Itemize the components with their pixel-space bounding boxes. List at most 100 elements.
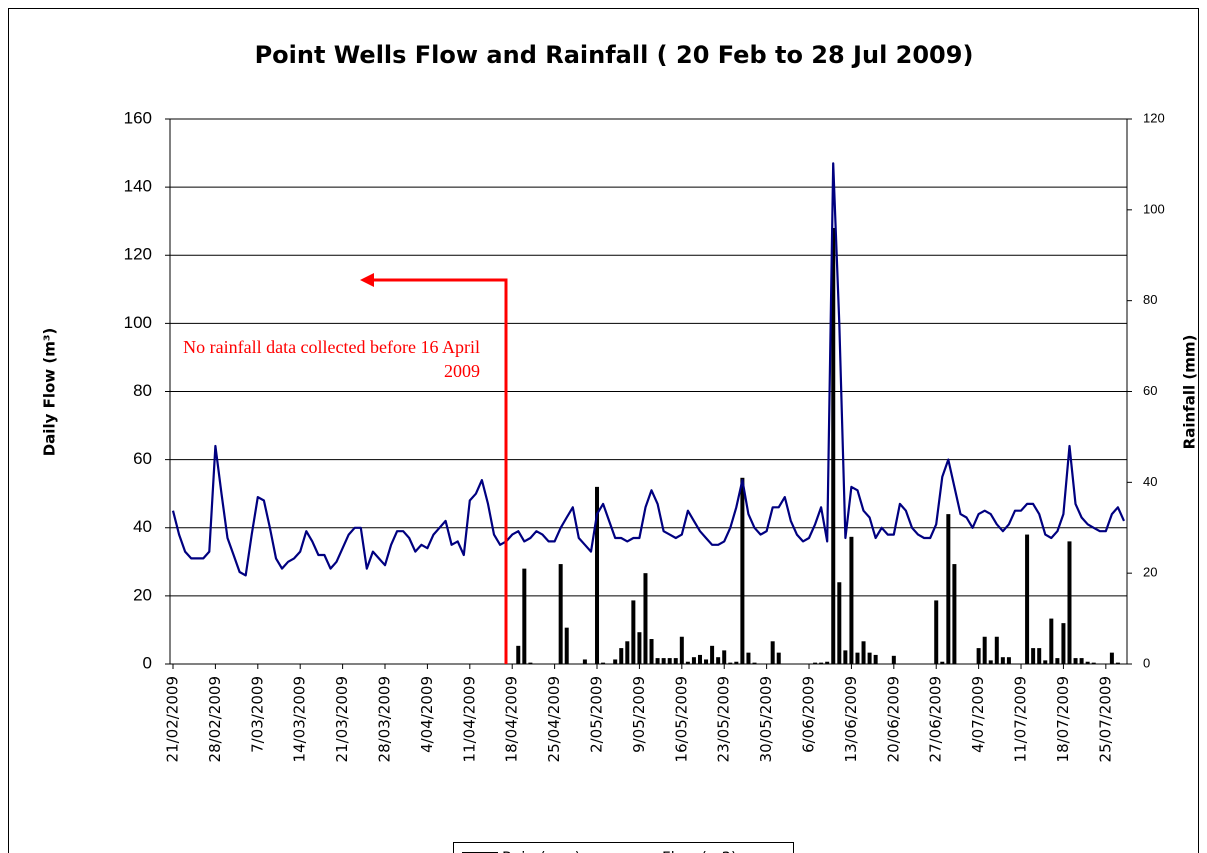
rain-bar	[673, 658, 678, 664]
x-tick-label: 18/04/2009	[503, 676, 521, 762]
rain-bar	[940, 661, 945, 664]
rain-bar	[1043, 660, 1048, 664]
rain-bar	[558, 564, 563, 664]
y-tick-label: 0	[143, 653, 152, 672]
rain-bar	[1115, 662, 1120, 664]
rain-bar	[825, 661, 830, 664]
rain-bar	[716, 657, 721, 664]
x-tick-label: 27/06/2009	[927, 676, 945, 762]
y2-tick-label: 40	[1143, 474, 1157, 489]
rain-bar	[1037, 648, 1042, 664]
rain-bar	[1055, 658, 1060, 664]
legend: Rain (mm) Flow (m3)	[453, 842, 794, 853]
rain-bar	[1109, 652, 1114, 664]
rain-bar	[613, 659, 618, 664]
rain-bar	[831, 228, 836, 664]
y2-axis-title: Rainfall (mm)	[1181, 335, 1199, 450]
rain-bar	[873, 654, 878, 664]
x-tick-label: 2/05/2009	[588, 676, 606, 753]
legend-label: Flow (m3)	[662, 849, 737, 853]
rain-bar	[994, 636, 999, 664]
rain-bar	[704, 659, 709, 664]
rain-bar	[861, 641, 866, 664]
rain-bar	[946, 514, 951, 664]
rain-bar	[667, 658, 672, 664]
rain-bar	[661, 658, 666, 664]
rain-bar	[582, 659, 587, 664]
rain-bar	[934, 600, 939, 664]
rain-bar	[813, 662, 818, 664]
y2-tick-label: 60	[1143, 383, 1157, 398]
rain-bar	[637, 632, 642, 664]
rain-bar	[819, 662, 824, 664]
x-tick-label: 4/04/2009	[418, 676, 436, 753]
y-tick-label: 120	[124, 245, 152, 264]
chart-frame	[8, 8, 1199, 853]
y2-tick-label: 100	[1143, 201, 1165, 216]
x-tick-label: 11/07/2009	[1012, 676, 1030, 762]
rain-bar	[1079, 658, 1084, 664]
rain-bar	[595, 486, 600, 664]
rain-bar	[988, 660, 993, 664]
rain-bar	[631, 600, 636, 664]
rain-bar	[1006, 657, 1011, 664]
x-tick-label: 28/03/2009	[376, 676, 394, 762]
y-tick-label: 20	[133, 585, 152, 604]
chart-title: Point Wells Flow and Rainfall ( 20 Feb t…	[255, 41, 974, 69]
rain-bar	[1085, 661, 1090, 664]
rain-bar	[710, 645, 715, 664]
x-tick-label: 11/04/2009	[460, 676, 478, 762]
x-tick-label: 21/02/2009	[164, 676, 182, 762]
y2-tick-label: 80	[1143, 292, 1157, 307]
rain-bar	[843, 650, 848, 664]
x-tick-label: 23/05/2009	[715, 676, 733, 762]
rain-bar	[976, 648, 981, 664]
rain-bar	[752, 662, 757, 664]
rain-bar	[1091, 662, 1096, 664]
rain-bar	[770, 641, 775, 664]
plot-border	[169, 118, 1128, 665]
rain-bar	[1025, 534, 1030, 664]
y2-tick-label: 0	[1143, 655, 1150, 670]
x-tick-label: 6/06/2009	[800, 676, 818, 753]
annotation-arrowhead	[360, 273, 374, 287]
rain-bar	[679, 636, 684, 664]
rain-bar	[522, 568, 527, 664]
rain-bar	[728, 662, 733, 664]
plot-area: 0 20 40 60 80 100 120 140 160 0 20 40 60 80 100 120 21/0…	[124, 108, 1165, 762]
y-tick-label: 40	[133, 517, 152, 536]
legend-box	[453, 842, 794, 853]
rain-bar	[849, 536, 854, 664]
x-tick-label: 4/07/2009	[969, 676, 987, 753]
rain-bar	[1073, 658, 1078, 664]
rain-bar	[734, 661, 739, 664]
rain-bar	[855, 652, 860, 664]
rain-bar	[837, 582, 842, 664]
rain-bar	[891, 655, 896, 664]
annotation: No rainfall data collected before 16 Apr…	[183, 337, 480, 381]
y2-tick-label: 120	[1143, 110, 1165, 125]
rain-bar	[691, 657, 696, 664]
rain-bar	[697, 654, 702, 664]
rain-bar	[685, 661, 690, 664]
rain-bar	[643, 573, 648, 664]
x-tick-label: 25/07/2009	[1096, 676, 1114, 762]
rain-bar	[625, 641, 630, 664]
y-axis-title: Daily Flow (m³)	[41, 328, 59, 457]
rain-bar	[1067, 541, 1072, 664]
x-tick-label: 21/03/2009	[333, 676, 351, 762]
x-tick-label: 9/05/2009	[630, 676, 648, 753]
rain-bar	[564, 627, 569, 664]
y-tick-label: 140	[124, 177, 152, 196]
rain-bar	[516, 645, 521, 664]
x-tick-label: 16/05/2009	[672, 676, 690, 762]
y-tick-label: 80	[133, 381, 152, 400]
rain-bar	[952, 564, 957, 664]
x-tick-label: 20/06/2009	[884, 676, 902, 762]
x-tick-label: 13/06/2009	[842, 676, 860, 762]
annotation-arrow	[372, 278, 508, 664]
rain-bar	[722, 650, 727, 664]
rain-bar	[1000, 657, 1005, 664]
